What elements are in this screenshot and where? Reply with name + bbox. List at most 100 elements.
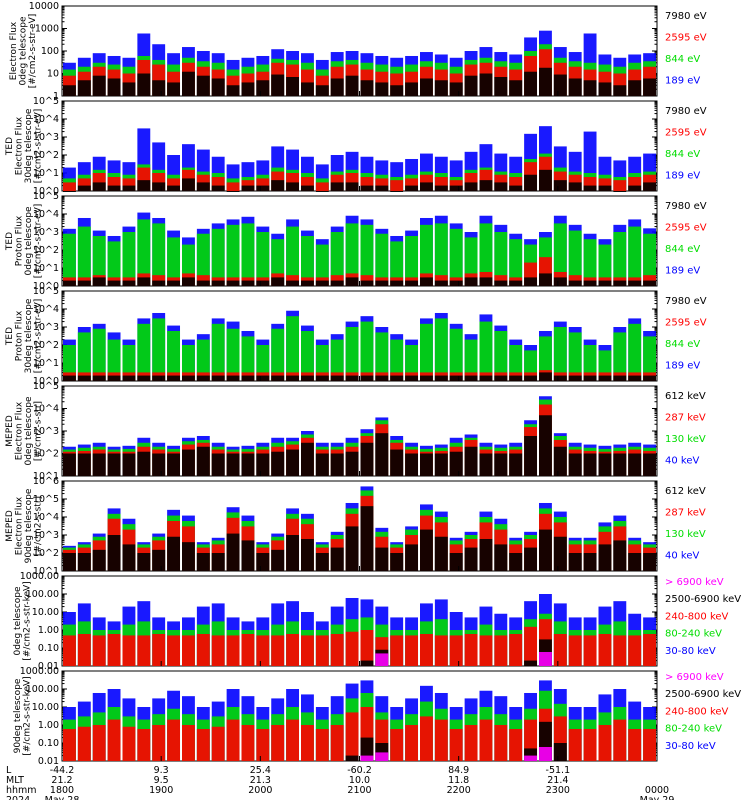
data-bar: [598, 82, 612, 96]
data-bar: [92, 635, 106, 666]
series-4: [63, 690, 657, 761]
data-bar: [583, 453, 597, 476]
data-bar: [301, 235, 314, 286]
data-bar: [107, 280, 121, 286]
data-bar: [449, 635, 463, 666]
legend-entry: 240-800 keV: [665, 611, 729, 622]
x-row-label: L: [6, 765, 12, 776]
data-bar: [167, 719, 181, 761]
data-bar: [568, 728, 582, 761]
data-bar: [583, 345, 597, 381]
y-axis-label: [#/cm2-s-str-eV]: [28, 14, 38, 89]
data-bar: [583, 80, 597, 96]
data-bar: [286, 719, 300, 761]
data-bar: [405, 375, 419, 381]
data-bar: [211, 228, 225, 286]
data-bar: [226, 375, 240, 381]
data-bar: [434, 280, 448, 286]
data-bar: [360, 321, 374, 381]
x-tick-label: 2300: [546, 785, 570, 796]
data-bar: [345, 327, 359, 381]
data-bar: [568, 375, 582, 381]
data-bar: [315, 85, 329, 96]
data-bar: [271, 635, 285, 666]
data-bar: [77, 332, 91, 381]
x-tick-label: 21.2: [51, 775, 72, 786]
legend-entry: 844 eV: [665, 339, 700, 350]
data-bar: [434, 719, 448, 761]
y-tick-label: 10: [47, 69, 59, 80]
data-bar: [375, 82, 389, 96]
y-axis-label: MEPED: [5, 510, 15, 542]
y-tick-label: 10^3: [33, 530, 59, 541]
y-tick-label: 10^4: [33, 404, 59, 415]
data-bar: [420, 323, 433, 381]
data-bar: [286, 226, 300, 286]
data-bar: [390, 191, 404, 192]
data-bar: [375, 547, 389, 571]
data-bar: [122, 635, 136, 666]
x-tick-label: 1800: [50, 785, 74, 796]
data-bar: [598, 453, 612, 476]
data-bar: [286, 633, 300, 666]
series-4: [63, 126, 657, 191]
data-bar: [122, 544, 136, 571]
data-bar: [583, 728, 597, 761]
data-bar: [524, 277, 538, 286]
series-1: [375, 651, 552, 666]
data-bar: [107, 241, 121, 286]
data-bar: [315, 280, 329, 286]
data-bar: [226, 224, 240, 286]
data-bar: [182, 375, 195, 381]
series-2: [63, 49, 657, 96]
data-bar: [464, 633, 478, 666]
data-bar: [152, 633, 166, 666]
panel-3: 10^0 10^1 10^2 10^3 10^4 10^5 TED Proton Flux 0d…: [5, 191, 707, 292]
legend-entry: 189 eV: [665, 266, 700, 277]
data-bar: [420, 78, 433, 96]
data-bar: [196, 553, 210, 571]
data-bar: [152, 280, 166, 286]
data-bar: [315, 345, 329, 381]
data-bar: [568, 182, 582, 191]
data-bar: [613, 180, 627, 191]
legend-entry: 287 keV: [665, 413, 706, 424]
legend-entry: 40 keV: [665, 456, 699, 467]
data-bar: [494, 232, 508, 286]
data-bar: [405, 82, 419, 96]
x-tick-label: May 28: [45, 795, 80, 800]
y-tick-label: 10^3: [33, 132, 59, 143]
y-tick-label: 10^1: [33, 168, 59, 179]
data-bar: [137, 219, 151, 286]
data-bar: [286, 76, 300, 96]
series-4: [63, 396, 657, 476]
data-bar: [405, 635, 419, 666]
data-bar: [211, 323, 225, 381]
data-bar: [479, 180, 493, 191]
data-bar: [122, 280, 136, 286]
panel-1: 1 10 100 1000 10000 Electron Flux 0deg telesco…: [9, 1, 707, 102]
data-bar: [256, 553, 270, 571]
data-bar: [345, 526, 359, 571]
data-bar: [568, 553, 582, 571]
data-bar: [345, 712, 359, 761]
legend-entry: 7980 eV: [665, 11, 707, 22]
data-bar: [479, 635, 493, 666]
data-bar: [464, 446, 478, 476]
data-bar: [628, 226, 642, 286]
data-bar: [524, 755, 538, 761]
data-bar: [63, 280, 76, 286]
data-bar: [553, 743, 567, 761]
data-bar: [77, 726, 91, 761]
panel-4: 10^0 10^1 10^2 10^3 10^4 10^5 TED Proton Flux 30…: [5, 286, 707, 387]
data-bar: [628, 375, 642, 381]
x-tick-label: 2100: [347, 785, 371, 796]
data-bar: [196, 75, 210, 96]
data-bar: [479, 321, 493, 381]
data-bar: [524, 375, 538, 381]
data-bar: [315, 182, 329, 191]
data-bar: [643, 78, 657, 96]
legend-entry: 7980 eV: [665, 296, 707, 307]
data-bar: [405, 345, 419, 381]
